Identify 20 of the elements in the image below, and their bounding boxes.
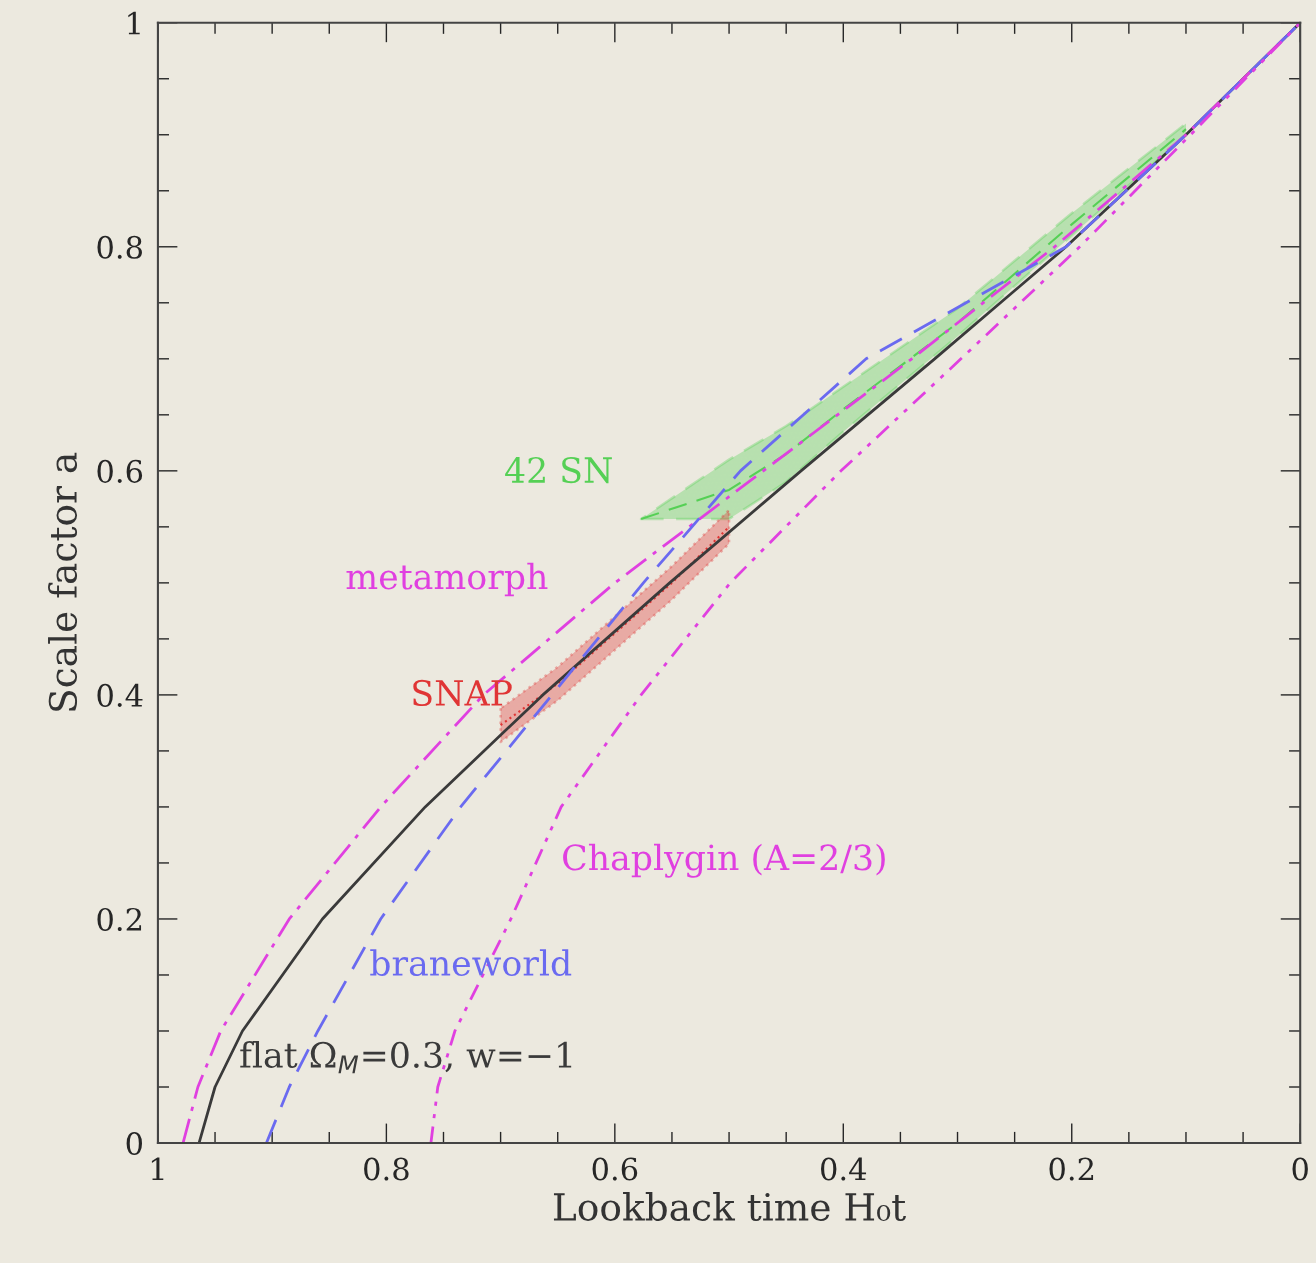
series-label: braneworld (370, 949, 572, 977)
x-tick-label: 0.4 (821, 1157, 867, 1181)
series-label: flat Ω$_{M}$=0.3, w=−1 (240, 1041, 572, 1074)
x-tick-label: 0.2 (1049, 1157, 1094, 1181)
series-label: Chaplygin (A=2/3) (563, 843, 885, 878)
x-tick-label: 0.6 (592, 1157, 638, 1181)
y-axis-title: Scale factor a (48, 452, 78, 711)
x-tick-label: 0 (1292, 1157, 1308, 1181)
y-tick-label: 0.4 (97, 683, 143, 707)
series-label: metamorph (346, 562, 548, 597)
y-tick-label: 0.6 (97, 459, 143, 483)
y-tick-label: 0.2 (97, 907, 142, 931)
y-tick-label: 0 (126, 1131, 142, 1156)
x-tick-label: 1 (151, 1157, 164, 1181)
y-tick-label: 0.8 (97, 235, 142, 259)
series-label: 42 SN (505, 456, 612, 484)
series-label: SNAP (413, 679, 512, 707)
x-tick-label: 0.8 (364, 1157, 409, 1181)
y-tick-label: 1 (128, 11, 140, 35)
x-axis-title: Lookback time H₀t (553, 1192, 906, 1222)
